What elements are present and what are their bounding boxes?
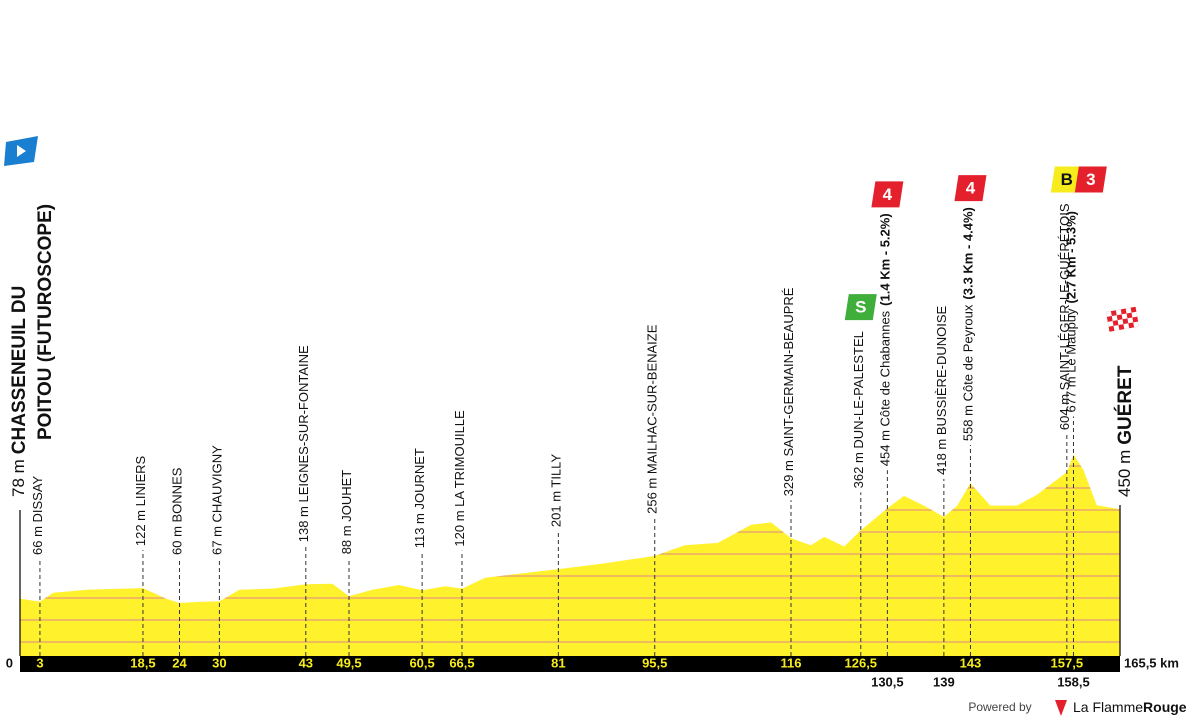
km-label: 158,5 — [1057, 674, 1090, 689]
badge-shape — [844, 294, 877, 321]
start-altitude: 78 m — [9, 459, 28, 497]
km-label: 81 — [551, 655, 565, 670]
waypoint-name: 256 m MAILHAC-SUR-BENAIZE — [645, 324, 660, 514]
climb-detail: (3.3 Km - 4.4%) — [961, 207, 976, 299]
waypoint-name: 120 m LA TRIMOUILLE — [452, 410, 467, 547]
start-name: CHASSENEUIL DU — [9, 286, 30, 455]
waypoint-name: 122 m LINIERS — [133, 455, 148, 546]
waypoint-name: 138 m LEIGNES-SUR-FONTAINE — [296, 345, 311, 542]
badge-shape — [1050, 166, 1083, 193]
climb-badge: B — [1050, 166, 1083, 193]
climb-detail: (1.4 Km - 5.2%) — [878, 213, 893, 305]
waypoint-name: 558 m Côte de Peyroux — [961, 304, 976, 441]
km-label: 116 — [781, 655, 802, 670]
brand-logo — [1055, 700, 1067, 716]
climb-badge: 4 — [871, 181, 904, 208]
waypoint-name: 454 m Côte de Chabannes — [878, 310, 893, 466]
waypoint-label: 122 m LINIERS — [133, 455, 148, 546]
badge-text: 4 — [966, 179, 976, 198]
waypoint-label: 60 m BONNES — [170, 467, 185, 555]
waypoint-label: 66 m DISSAY — [30, 475, 45, 555]
finish-label: 450 m GUÉRET — [1114, 365, 1136, 497]
waypoint-label: 113 m JOURNET — [413, 448, 428, 548]
km-label: 30 — [212, 655, 226, 670]
waypoint-label: 67 m CHAUVIGNY — [210, 445, 225, 555]
climb-badge: S — [844, 294, 877, 321]
badge-text: 4 — [883, 185, 893, 204]
finish-flag — [1106, 306, 1140, 332]
km-label: 157,5 — [1051, 655, 1084, 670]
start-flag — [4, 136, 38, 166]
waypoint-label: 454 m Côte de Chabannes (1.4 Km - 5.2%) — [878, 213, 893, 466]
waypoint-label: 138 m LEIGNES-SUR-FONTAINE — [296, 345, 311, 542]
waypoint-label: 329 m SAINT-GERMAIN-BEAUPRÉ — [781, 287, 796, 496]
waypoint-label: 418 m BUSSIÈRE-DUNOISE — [934, 306, 949, 475]
km-label: 24 — [172, 655, 187, 670]
waypoint-name: 113 m JOURNET — [413, 448, 428, 548]
brand-name: La Flamme — [1073, 699, 1143, 715]
waypoint-label: 558 m Côte de Peyroux (3.3 Km - 4.4%) — [961, 207, 976, 441]
brand-name-bold: Rouge — [1143, 699, 1187, 715]
waypoint-name: 88 m JOUHET — [339, 470, 354, 555]
km-label: 95,5 — [642, 655, 667, 670]
waypoint-label: 201 m TILLY — [549, 454, 564, 528]
elevation-area — [20, 454, 1120, 656]
km-label: 0 — [6, 655, 13, 670]
waypoint-name: 201 m TILLY — [549, 454, 564, 528]
km-label: 49,5 — [336, 655, 361, 670]
waypoint-label: 88 m JOUHET — [339, 470, 354, 555]
km-bar — [20, 656, 1120, 672]
km-label: 60,5 — [409, 655, 434, 670]
km-label: 165,5 km — [1124, 655, 1179, 670]
km-label: 139 — [933, 674, 955, 689]
km-label: 130,5 — [871, 674, 904, 689]
waypoint-label: 604 m SAINT-LÉGER-LE-GUÉRÉTOIS — [1057, 203, 1072, 430]
waypoint-name: 677 m Le Maupuy — [1064, 308, 1079, 413]
brand: La FlammeRouge — [1073, 699, 1187, 715]
start-label: 78 m CHASSENEUIL DU — [9, 286, 30, 497]
waypoint-label: 120 m LA TRIMOUILLE — [452, 410, 467, 547]
waypoint-label: 677 m Le Maupuy (2.7 Km - 5.3%) — [1064, 211, 1079, 413]
waypoint-name: 362 m DUN-LE-PALESTEL — [851, 331, 866, 488]
waypoint-name: 60 m BONNES — [170, 467, 185, 555]
badge-shape — [954, 175, 987, 202]
waypoint-name: 329 m SAINT-GERMAIN-BEAUPRÉ — [781, 287, 796, 496]
badge-shape — [871, 181, 904, 208]
km-label: 18,5 — [130, 655, 155, 670]
start-name: POITOU (FUTUROSCOPE) — [35, 204, 56, 440]
finish-altitude: 450 m — [1115, 450, 1134, 497]
waypoint-name: 66 m DISSAY — [30, 475, 45, 555]
climb-badge: 3 — [1074, 166, 1107, 193]
km-label: 66,5 — [449, 655, 474, 670]
badge-text: S — [855, 298, 866, 317]
badge-text: 3 — [1086, 170, 1095, 189]
climb-badge: 4 — [954, 175, 987, 202]
badge-text: B — [1061, 170, 1073, 189]
climb-detail: (2.7 Km - 5.3%) — [1064, 211, 1079, 303]
waypoint-label: 362 m DUN-LE-PALESTEL — [851, 331, 866, 488]
waypoint-name: 67 m CHAUVIGNY — [210, 445, 225, 555]
waypoint-label: 256 m MAILHAC-SUR-BENAIZE — [645, 324, 660, 514]
km-label: 126,5 — [845, 655, 878, 670]
finish-name: GUÉRET — [1114, 365, 1136, 445]
km-label: 3 — [36, 655, 43, 670]
km-label: 143 — [960, 655, 982, 670]
km-label: 43 — [299, 655, 313, 670]
badge-shape — [1074, 166, 1107, 193]
powered-by: Powered by — [968, 700, 1031, 714]
waypoint-name: 604 m SAINT-LÉGER-LE-GUÉRÉTOIS — [1057, 203, 1072, 430]
waypoint-name: 418 m BUSSIÈRE-DUNOISE — [934, 306, 949, 475]
